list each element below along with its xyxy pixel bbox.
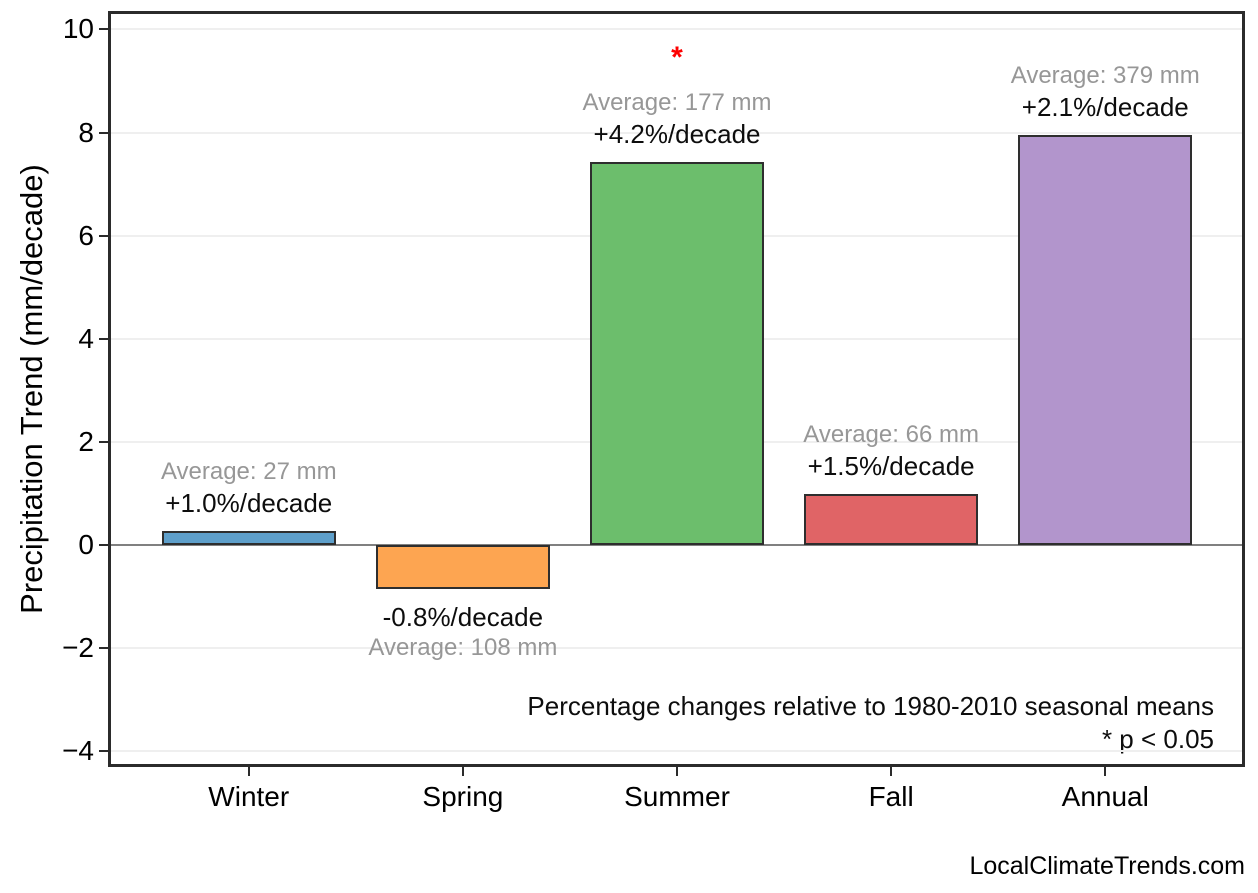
gridline — [111, 28, 1242, 31]
x-tick-label-winter: Winter — [208, 781, 290, 812]
x-tick-mark — [247, 767, 250, 776]
bar-summer — [590, 161, 764, 545]
bar-fall — [804, 493, 978, 545]
gridline — [111, 750, 1242, 753]
watermark: LocalClimateTrends.com — [969, 852, 1245, 880]
percent-label: +4.2%/decade — [593, 118, 761, 149]
y-tick-label: 6 — [78, 219, 94, 251]
gridline — [111, 131, 1242, 134]
footnote-line2: * p < 0.05 — [1101, 724, 1214, 754]
bar-annual — [1018, 134, 1193, 545]
x-tick-label-annual: Annual — [1061, 781, 1149, 812]
y-tick-label: 4 — [78, 322, 94, 354]
zero-line — [111, 543, 1242, 546]
y-tick-mark — [99, 543, 108, 546]
y-tick-mark — [99, 234, 108, 237]
average-label: Average: 27 mm — [160, 458, 337, 486]
bar-annotation-winter: Average: 27 mm +1.0%/decade — [79, 457, 419, 519]
x-tick-label-fall: Fall — [868, 781, 914, 812]
y-tick-label: 0 — [78, 528, 94, 560]
average-label: Average: 108 mm — [368, 634, 558, 662]
bar-winter — [161, 531, 336, 545]
y-tick-mark — [99, 337, 108, 340]
bar-annotation-summer: Average: 177 mm +4.2%/decade — [507, 88, 847, 150]
plot-inner: Percentage changes relative to 1980-2010… — [111, 14, 1242, 764]
y-tick-mark — [99, 440, 108, 443]
x-tick-label-spring: Spring — [422, 781, 504, 812]
y-tick-label: −4 — [62, 735, 94, 767]
x-tick-mark — [461, 767, 464, 776]
y-tick-label: 8 — [78, 116, 94, 148]
average-label: Average: 379 mm — [1010, 61, 1200, 89]
average-label: Average: 177 mm — [582, 88, 772, 116]
percent-label: +1.0%/decade — [165, 488, 333, 519]
footnote: Percentage changes relative to 1980-2010… — [527, 690, 1214, 756]
percent-label: +1.5%/decade — [807, 450, 975, 481]
y-tick-label: 2 — [78, 425, 94, 457]
footnote-line1: Percentage changes relative to 1980-2010… — [527, 691, 1214, 721]
y-tick-mark — [99, 647, 108, 650]
y-tick-label: −2 — [62, 632, 94, 664]
x-tick-label-summer: Summer — [624, 781, 730, 812]
bar-annotation-fall: Average: 66 mm +1.5%/decade — [721, 420, 1061, 482]
average-label: Average: 66 mm — [803, 420, 979, 448]
plot-area: Percentage changes relative to 1980-2010… — [108, 11, 1245, 767]
significance-star: * — [671, 40, 683, 74]
x-tick-mark — [676, 767, 678, 776]
bar-annotation-spring: -0.8%/decade Average: 108 mm — [293, 601, 633, 663]
y-tick-mark — [99, 131, 108, 134]
bar-annotation-annual: Average: 379 mm +2.1%/decade — [935, 61, 1258, 123]
gridline — [111, 647, 1242, 650]
y-tick-mark — [99, 28, 108, 31]
percent-label: +2.1%/decade — [1021, 91, 1189, 122]
x-tick-mark — [890, 767, 893, 776]
x-tick-mark — [1104, 767, 1107, 776]
y-tick-label: 10 — [62, 13, 94, 45]
percent-label: -0.8%/decade — [382, 602, 544, 633]
bar-spring — [376, 544, 550, 590]
y-tick-mark — [99, 750, 108, 753]
